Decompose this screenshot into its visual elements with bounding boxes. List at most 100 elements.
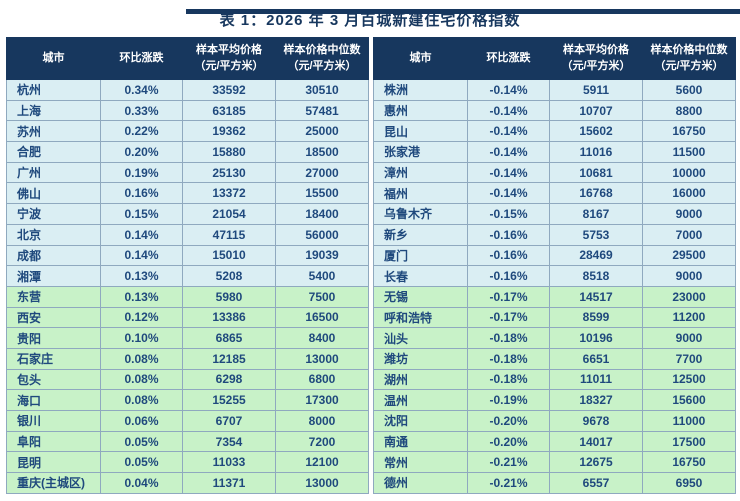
cell-median-price: 5400 bbox=[275, 265, 369, 287]
header-avg-label: 样本平均价格 bbox=[196, 43, 262, 56]
cell-change: 0.19% bbox=[100, 161, 183, 184]
table-row: 昆山 -0.14% 15602 16750 bbox=[373, 120, 736, 143]
cell-city: 厦门 bbox=[373, 244, 468, 267]
cell-avg-price: 12185 bbox=[182, 347, 276, 370]
header-change-label: 环比涨跌 bbox=[119, 51, 164, 64]
cell-avg-price: 13386 bbox=[182, 306, 276, 329]
cell-avg-price: 6557 bbox=[549, 472, 643, 494]
cell-median-price: 11000 bbox=[642, 410, 736, 432]
cell-avg-price: 47115 bbox=[182, 223, 276, 246]
table-row: 福州 -0.14% 16768 16000 bbox=[373, 182, 736, 205]
table-row: 无锡 -0.17% 14517 23000 bbox=[373, 285, 736, 308]
table-row: 西安 0.12% 13386 16500 bbox=[6, 306, 369, 329]
table-row: 南通 -0.20% 14017 17500 bbox=[373, 430, 736, 453]
header-city-label: 城市 bbox=[42, 51, 65, 64]
cell-median-price: 11200 bbox=[642, 306, 736, 329]
cell-avg-price: 8518 bbox=[549, 265, 643, 287]
cell-city: 石家庄 bbox=[6, 347, 101, 370]
cell-median-price: 16000 bbox=[642, 182, 736, 205]
table-row: 杭州 0.34% 33592 30510 bbox=[6, 79, 369, 101]
cell-median-price: 27000 bbox=[275, 161, 369, 184]
cell-median-price: 17500 bbox=[642, 430, 736, 453]
cell-median-price: 6800 bbox=[275, 368, 369, 391]
cell-median-price: 57481 bbox=[275, 99, 369, 122]
cell-change: -0.15% bbox=[467, 203, 550, 225]
cell-median-price: 9000 bbox=[642, 203, 736, 225]
cell-median-price: 18500 bbox=[275, 141, 369, 163]
cell-avg-price: 6651 bbox=[549, 347, 643, 370]
cell-city: 东营 bbox=[6, 285, 101, 308]
table-row: 常州 -0.21% 12675 16750 bbox=[373, 451, 736, 474]
table-row: 新乡 -0.16% 5753 7000 bbox=[373, 223, 736, 246]
cell-change: -0.14% bbox=[467, 99, 550, 122]
table-row: 苏州 0.22% 19362 25000 bbox=[6, 120, 369, 143]
cell-median-price: 16750 bbox=[642, 120, 736, 143]
cell-avg-price: 19362 bbox=[182, 120, 276, 143]
table-row: 合肥 0.20% 15880 18500 bbox=[6, 141, 369, 163]
cell-median-price: 9000 bbox=[642, 265, 736, 287]
cell-median-price: 10000 bbox=[642, 161, 736, 184]
header-change: 环比涨跌 bbox=[467, 37, 550, 80]
cell-avg-price: 13372 bbox=[182, 182, 276, 205]
cell-change: -0.19% bbox=[467, 389, 550, 411]
cell-change: 0.12% bbox=[100, 306, 183, 329]
table-row: 惠州 -0.14% 10707 8800 bbox=[373, 99, 736, 122]
cell-avg-price: 10196 bbox=[549, 327, 643, 349]
cell-change: 0.08% bbox=[100, 347, 183, 370]
cell-change: -0.16% bbox=[467, 265, 550, 287]
table-row: 北京 0.14% 47115 56000 bbox=[6, 223, 369, 246]
cell-median-price: 8800 bbox=[642, 99, 736, 122]
cell-avg-price: 11371 bbox=[182, 472, 276, 494]
cell-avg-price: 63185 bbox=[182, 99, 276, 122]
cell-change: -0.18% bbox=[467, 368, 550, 391]
table-row: 长春 -0.16% 8518 9000 bbox=[373, 265, 736, 287]
cell-median-price: 23000 bbox=[642, 285, 736, 308]
header-avg-unit: （元/平方米） bbox=[194, 59, 264, 72]
cell-avg-price: 15010 bbox=[182, 244, 276, 267]
cell-avg-price: 14517 bbox=[549, 285, 643, 308]
cell-avg-price: 7354 bbox=[182, 430, 276, 453]
cell-city: 乌鲁木齐 bbox=[373, 203, 468, 225]
cell-avg-price: 28469 bbox=[549, 244, 643, 267]
cell-city: 漳州 bbox=[373, 161, 468, 184]
cell-city: 贵阳 bbox=[6, 327, 101, 349]
header-city: 城市 bbox=[6, 37, 101, 80]
cell-avg-price: 5753 bbox=[549, 223, 643, 246]
cell-change: 0.15% bbox=[100, 203, 183, 225]
header-median-unit: （元/平方米） bbox=[287, 59, 357, 72]
cell-change: -0.17% bbox=[467, 285, 550, 308]
table-row: 湖州 -0.18% 11011 12500 bbox=[373, 368, 736, 391]
cell-city: 包头 bbox=[6, 368, 101, 391]
cell-city: 惠州 bbox=[373, 99, 468, 122]
table-row: 贵阳 0.10% 6865 8400 bbox=[6, 327, 369, 349]
table-row: 乌鲁木齐 -0.15% 8167 9000 bbox=[373, 203, 736, 225]
cell-change: -0.21% bbox=[467, 451, 550, 474]
cell-median-price: 13000 bbox=[275, 347, 369, 370]
table-row: 株洲 -0.14% 5911 5600 bbox=[373, 79, 736, 101]
cell-change: 0.04% bbox=[100, 472, 183, 494]
cell-city: 无锡 bbox=[373, 285, 468, 308]
cell-median-price: 5600 bbox=[642, 79, 736, 101]
left-table-body: 杭州 0.34% 33592 30510 上海 0.33% 63185 57481 苏州 0.22… bbox=[6, 79, 369, 494]
cell-change: 0.08% bbox=[100, 368, 183, 391]
cell-median-price: 16750 bbox=[642, 451, 736, 474]
cell-change: -0.14% bbox=[467, 79, 550, 101]
cell-avg-price: 16768 bbox=[549, 182, 643, 205]
cell-change: -0.14% bbox=[467, 141, 550, 163]
cell-avg-price: 8167 bbox=[549, 203, 643, 225]
cell-median-price: 13000 bbox=[275, 472, 369, 494]
table-row: 海口 0.08% 15255 17300 bbox=[6, 389, 369, 411]
cell-city: 汕头 bbox=[373, 327, 468, 349]
table-row: 重庆(主城区) 0.04% 11371 13000 bbox=[6, 472, 369, 494]
cell-city: 德州 bbox=[373, 472, 468, 494]
header-change: 环比涨跌 bbox=[100, 37, 183, 80]
right-table-header: 城市 环比涨跌 样本平均价格 （元/平方米） 样本价格中位数 （元/平方米） bbox=[373, 37, 736, 80]
header-city: 城市 bbox=[373, 37, 468, 80]
cell-avg-price: 11011 bbox=[549, 368, 643, 391]
cell-median-price: 7500 bbox=[275, 285, 369, 308]
cell-change: 0.20% bbox=[100, 141, 183, 163]
cell-change: 0.08% bbox=[100, 389, 183, 411]
cell-avg-price: 5911 bbox=[549, 79, 643, 101]
cell-city: 北京 bbox=[6, 223, 101, 246]
table-title: 表 1：2026 年 3 月百城新建住宅价格指数 bbox=[219, 12, 521, 29]
